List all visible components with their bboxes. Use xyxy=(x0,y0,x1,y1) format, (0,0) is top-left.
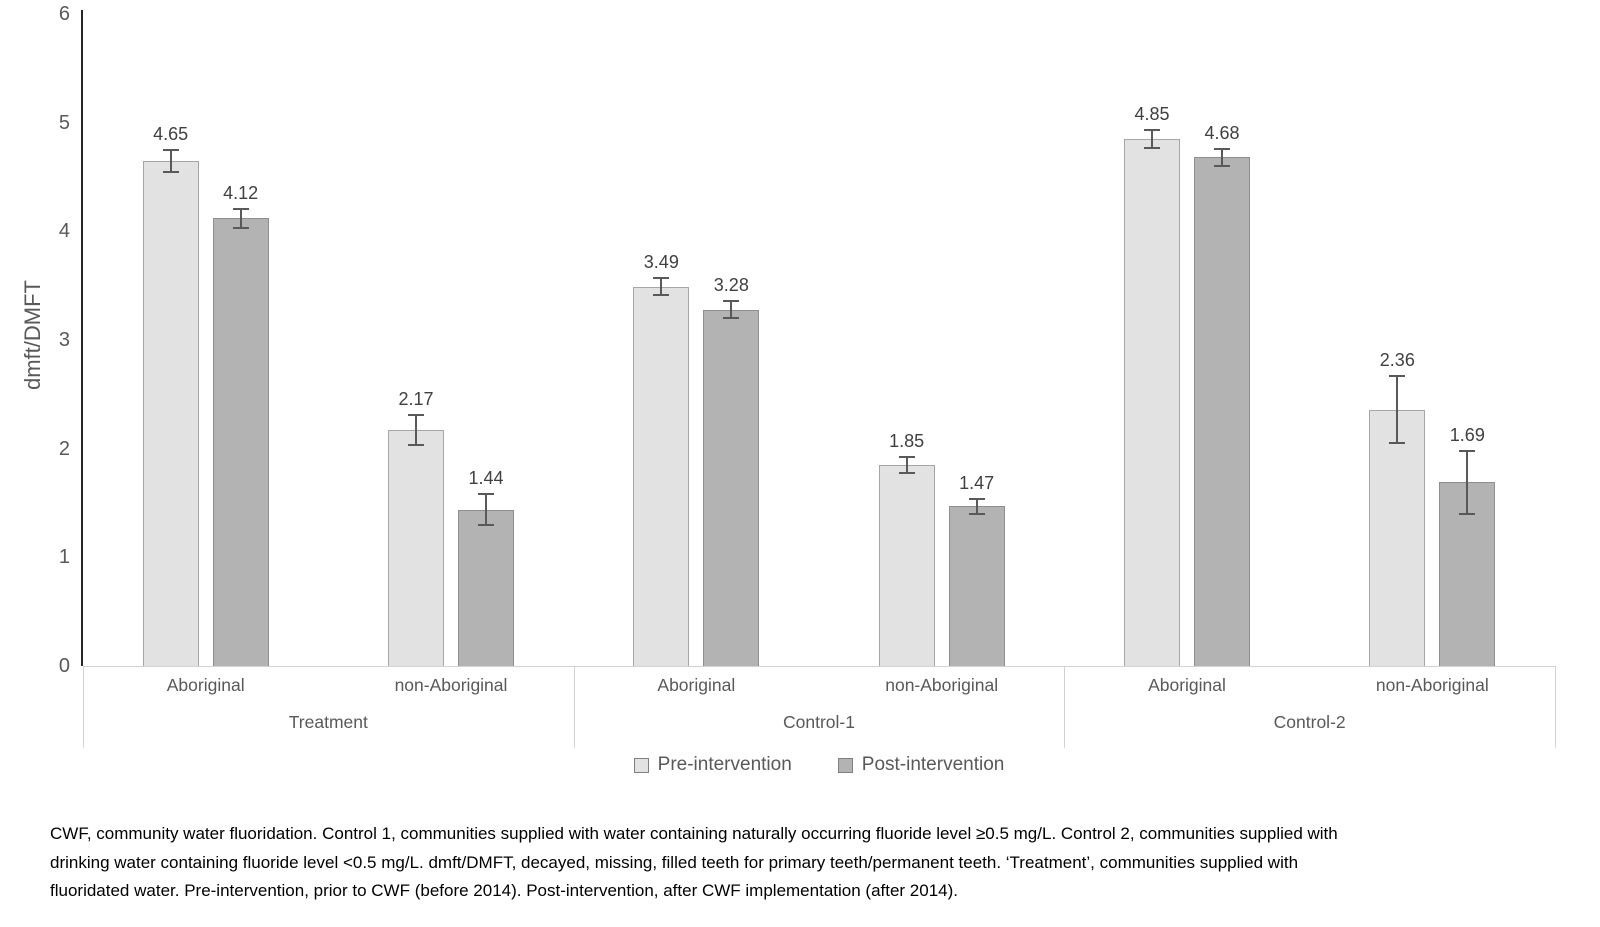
bar-post-intervention-0 xyxy=(212,218,269,666)
caption-line-1: CWF, community water fluoridation. Contr… xyxy=(50,824,1338,843)
error-bar-cap-top xyxy=(162,148,179,151)
error-bar-cap-bottom xyxy=(898,471,915,474)
value-label: 1.85 xyxy=(889,431,925,452)
subcategory-label: Aboriginal xyxy=(657,675,736,695)
error-bar-cap-top xyxy=(968,497,985,500)
bar-pre-intervention-5 xyxy=(1369,409,1426,666)
subcategory-label: non-Aboriginal xyxy=(394,675,508,695)
category-band-divider xyxy=(1064,666,1066,748)
group-label: Control-2 xyxy=(1273,712,1346,732)
error-bar-cap-bottom xyxy=(232,227,249,230)
value-label: 4.68 xyxy=(1204,122,1240,143)
caption-line-2: drinking water containing fluoride level… xyxy=(50,852,1299,872)
value-label: 4.85 xyxy=(1134,104,1170,125)
bar-post-intervention-2 xyxy=(703,309,760,666)
error-bar-cap-bottom xyxy=(1459,512,1476,515)
error-bar-cap-bottom xyxy=(1214,165,1230,168)
subcategory-label: Aboriginal xyxy=(1148,675,1226,695)
error-bar-cap-bottom xyxy=(653,294,670,297)
error-bar-cap-top xyxy=(898,456,915,459)
bar-pre-intervention-0 xyxy=(142,160,199,666)
figure-caption: CWF, community water fluoridation. Contr… xyxy=(50,820,1570,906)
error-bar-cap-top xyxy=(232,207,249,210)
error-bar-cap-bottom xyxy=(1389,442,1406,445)
category-band-divider xyxy=(573,666,575,748)
value-label: 4.12 xyxy=(223,182,259,203)
category-band-divider xyxy=(1555,666,1556,748)
error-bar-line xyxy=(975,498,978,514)
value-label: 2.36 xyxy=(1379,349,1415,370)
error-bar-line xyxy=(660,278,663,296)
value-label: 3.28 xyxy=(713,274,749,295)
error-bar-cap-top xyxy=(653,277,670,280)
bar-pre-intervention-4 xyxy=(1124,138,1180,666)
legend-item-post-intervention: Post-intervention xyxy=(837,754,1005,776)
error-bar-cap-bottom xyxy=(968,512,985,515)
error-bar-cap-top xyxy=(1144,129,1160,132)
error-bar-line xyxy=(1151,130,1153,148)
legend-label-post-intervention: Post-intervention xyxy=(861,754,1005,775)
caption-line-3: fluoridated water. Pre-intervention, pri… xyxy=(50,881,959,900)
error-bar-cap-bottom xyxy=(723,317,740,320)
error-bar-cap-bottom xyxy=(162,170,179,173)
subcategory-label: Aboriginal xyxy=(166,675,245,695)
error-bar-line xyxy=(730,300,733,319)
bar-chart-plot-area: 0 1 2 3 4 5 6 Aboriginal non-Aboriginal Aborigina… xyxy=(58,3,1556,748)
bar-post-intervention-4 xyxy=(1194,157,1250,666)
error-bar-cap-top xyxy=(1459,449,1476,452)
bar-post-intervention-1 xyxy=(458,509,514,666)
error-bar-cap-bottom xyxy=(478,523,494,526)
bar-pre-intervention-1 xyxy=(388,430,444,666)
error-bar-cap-top xyxy=(478,493,494,496)
error-bar-line xyxy=(415,414,417,446)
y-tick-label: 4 xyxy=(58,220,70,243)
error-bar-line xyxy=(485,494,487,525)
error-bar-cap-top xyxy=(1389,374,1406,377)
y-tick-label: 0 xyxy=(58,655,70,677)
legend-label-pre-intervention: Pre-intervention xyxy=(657,754,792,775)
error-bar-cap-top xyxy=(408,413,424,416)
error-bar-line xyxy=(1396,375,1399,444)
bar-post-intervention-3 xyxy=(948,506,1005,666)
category-band-divider xyxy=(83,666,84,748)
post-intervention-swatch-icon xyxy=(837,757,853,773)
error-bar-line xyxy=(1466,450,1469,514)
legend-item-pre-intervention: Pre-intervention xyxy=(633,754,792,776)
error-bar-cap-bottom xyxy=(408,444,424,447)
value-label: 4.65 xyxy=(153,123,189,144)
error-bar-cap-top xyxy=(723,299,740,302)
group-label: Treatment xyxy=(288,712,368,732)
value-label: 1.44 xyxy=(468,468,504,489)
group-label: Control-1 xyxy=(782,712,855,732)
subcategory-label: non-Aboriginal xyxy=(885,675,999,695)
x-axis-line xyxy=(83,666,1555,667)
y-axis-line xyxy=(81,10,83,666)
error-bar-line xyxy=(169,149,172,172)
error-bar-line xyxy=(1221,148,1223,167)
y-tick-label: 3 xyxy=(58,329,70,351)
value-label: 1.47 xyxy=(959,472,995,493)
value-label: 1.69 xyxy=(1449,424,1485,445)
pre-intervention-swatch-icon xyxy=(633,757,649,773)
y-tick-label: 2 xyxy=(58,437,70,460)
bar-pre-intervention-3 xyxy=(878,464,935,666)
y-tick-label: 5 xyxy=(58,111,70,134)
y-tick-label: 1 xyxy=(58,546,70,569)
bar-pre-intervention-2 xyxy=(633,286,690,666)
error-bar-cap-top xyxy=(1214,147,1230,150)
value-label: 3.49 xyxy=(643,252,679,273)
y-tick-label: 6 xyxy=(58,3,70,25)
error-bar-cap-bottom xyxy=(1144,146,1160,149)
value-label: 2.17 xyxy=(398,388,434,409)
error-bar-line xyxy=(905,457,908,473)
legend: Pre-intervention Post-intervention xyxy=(83,754,1555,776)
subcategory-label: non-Aboriginal xyxy=(1375,675,1489,695)
error-bar-line xyxy=(239,208,242,229)
